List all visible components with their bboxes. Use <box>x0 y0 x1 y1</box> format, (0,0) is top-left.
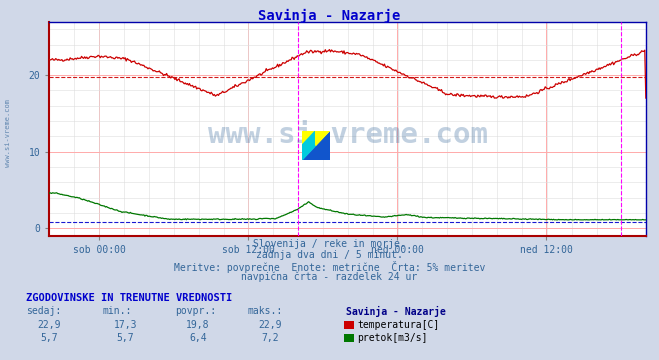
Text: min.:: min.: <box>102 306 132 316</box>
Text: 19,8: 19,8 <box>186 320 210 330</box>
Text: 22,9: 22,9 <box>38 320 61 330</box>
Text: 22,9: 22,9 <box>258 320 282 330</box>
Text: Meritve: povprečne  Enote: metrične  Črta: 5% meritev: Meritve: povprečne Enote: metrične Črta:… <box>174 261 485 273</box>
Polygon shape <box>302 131 330 160</box>
Text: 5,7: 5,7 <box>41 333 58 343</box>
Text: povpr.:: povpr.: <box>175 306 215 316</box>
Text: navpična črta - razdelek 24 ur: navpična črta - razdelek 24 ur <box>241 272 418 282</box>
Text: 17,3: 17,3 <box>113 320 137 330</box>
Polygon shape <box>302 131 316 145</box>
Text: 5,7: 5,7 <box>117 333 134 343</box>
Text: Savinja - Nazarje: Savinja - Nazarje <box>346 306 446 317</box>
Text: maks.:: maks.: <box>247 306 282 316</box>
Text: www.si-vreme.com: www.si-vreme.com <box>208 121 488 149</box>
Text: 6,4: 6,4 <box>189 333 206 343</box>
Text: Savinja - Nazarje: Savinja - Nazarje <box>258 9 401 23</box>
Text: zadnja dva dni / 5 minut.: zadnja dva dni / 5 minut. <box>256 250 403 260</box>
Text: ZGODOVINSKE IN TRENUTNE VREDNOSTI: ZGODOVINSKE IN TRENUTNE VREDNOSTI <box>26 293 233 303</box>
Text: sedaj:: sedaj: <box>26 306 61 316</box>
Polygon shape <box>316 131 330 145</box>
Text: Slovenija / reke in morje.: Slovenija / reke in morje. <box>253 239 406 249</box>
Text: temperatura[C]: temperatura[C] <box>357 320 440 330</box>
Text: pretok[m3/s]: pretok[m3/s] <box>357 333 428 343</box>
Text: 7,2: 7,2 <box>262 333 279 343</box>
Polygon shape <box>302 131 316 160</box>
Text: www.si-vreme.com: www.si-vreme.com <box>5 99 11 167</box>
